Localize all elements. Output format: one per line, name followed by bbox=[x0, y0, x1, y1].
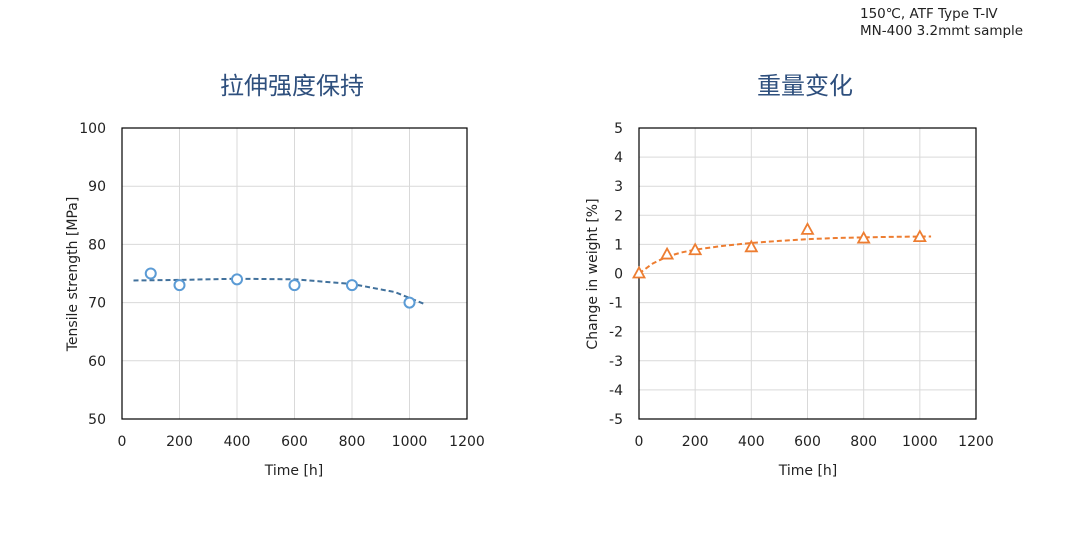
y-tick-label: 1 bbox=[614, 237, 623, 253]
y-tick-label: 100 bbox=[79, 121, 106, 137]
data-point bbox=[800, 221, 815, 235]
y-tick-label: 3 bbox=[614, 179, 623, 195]
x-tick-label: 600 bbox=[794, 434, 821, 450]
plot-frame bbox=[121, 127, 468, 420]
y-axis-label: Change in weight [%] bbox=[585, 198, 601, 349]
y-tick-label: 2 bbox=[614, 208, 623, 224]
x-tick-label: 200 bbox=[682, 434, 709, 450]
test-conditions-line-2: MN-400 3.2mmt sample bbox=[860, 23, 1024, 39]
x-tick-label: 800 bbox=[339, 434, 366, 450]
data-point bbox=[403, 296, 416, 309]
data-point bbox=[144, 267, 157, 280]
chart-title: 拉伸强度保持 bbox=[220, 72, 364, 100]
y-tick-label: 4 bbox=[614, 150, 623, 166]
test-conditions-note: 150℃, ATF Type T-Ⅳ MN-400 3.2mmt sample bbox=[860, 6, 1076, 40]
x-tick-label: 400 bbox=[738, 434, 765, 450]
data-point bbox=[744, 239, 759, 253]
y-tick-label: -3 bbox=[609, 354, 623, 370]
y-tick-label: 0 bbox=[614, 267, 623, 283]
y-tick-label: 60 bbox=[88, 354, 106, 370]
x-tick-label: 1200 bbox=[958, 434, 994, 450]
data-point bbox=[688, 242, 703, 256]
x-tick-label: 200 bbox=[166, 434, 193, 450]
data-point bbox=[856, 230, 871, 244]
y-tick-label: -1 bbox=[609, 296, 623, 312]
y-tick-label: 80 bbox=[88, 237, 106, 253]
x-tick-label: 800 bbox=[850, 434, 877, 450]
x-tick-label: 1200 bbox=[449, 434, 485, 450]
chart-title: 重量变化 bbox=[757, 72, 853, 100]
data-point bbox=[231, 273, 243, 286]
x-tick-label: 1000 bbox=[902, 434, 938, 450]
trendline bbox=[638, 235, 932, 275]
test-conditions-line-1: 150℃, ATF Type T-Ⅳ bbox=[860, 6, 998, 22]
y-tick-label: 70 bbox=[88, 296, 106, 312]
x-tick-label: 0 bbox=[635, 434, 644, 450]
x-tick-label: 1000 bbox=[392, 434, 428, 450]
data-point bbox=[346, 279, 358, 292]
weight-change-chart: 重量变化 Time [h] Change in weight [%] 0 200 4… bbox=[585, 72, 994, 479]
y-tick-label: -5 bbox=[609, 412, 623, 428]
y-tick-label: 90 bbox=[88, 179, 106, 195]
x-axis-label: Time [h] bbox=[778, 463, 838, 479]
data-point bbox=[288, 279, 301, 292]
x-tick-label: 0 bbox=[118, 434, 127, 450]
data-point bbox=[912, 229, 927, 243]
y-tick-label: 5 bbox=[614, 121, 623, 137]
x-tick-label: 600 bbox=[281, 434, 308, 450]
y-tick-label: 50 bbox=[88, 412, 106, 428]
x-tick-label: 400 bbox=[224, 434, 251, 450]
x-axis-label: Time [h] bbox=[264, 463, 324, 479]
y-tick-label: -2 bbox=[609, 325, 623, 341]
data-point bbox=[660, 246, 675, 260]
data-point bbox=[631, 265, 647, 279]
y-axis-label: Tensile strength [MPa] bbox=[65, 197, 81, 353]
y-tick-label: -4 bbox=[609, 383, 623, 399]
data-point bbox=[173, 279, 186, 292]
tensile-strength-chart: 拉伸强度保持 Time [h] Tensile strength [MPa] 0… bbox=[65, 72, 485, 479]
